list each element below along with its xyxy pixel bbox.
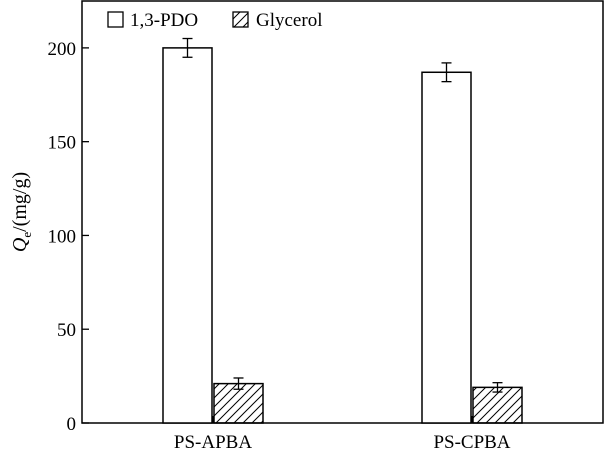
y-tick-label: 200 [48,39,77,60]
y-tick-label: 0 [67,414,77,435]
legend-label-2: Glycerol [256,10,322,31]
bar-pdo-ps-apba [162,47,213,424]
y-axis: 0 50 100 150 200 [48,39,89,435]
y-axis-label: Qe/(mg/g) [9,172,34,252]
y-axis-unit: /(mg/g) [9,172,31,232]
legend-swatch-1 [107,11,124,28]
bar-pdo-ps-cpba [421,71,472,424]
y-axis-subscript: e [19,232,34,238]
y-tick-label: 50 [57,320,76,341]
legend: 1,3-PDO Glycerol [107,10,322,31]
legend-label-1: 1,3-PDO [130,10,198,31]
category-label: PS-CPBA [433,432,510,453]
category-label: PS-APBA [174,432,252,453]
bar-glycerol-ps-cpba [472,386,523,424]
category-labels: PS-APBA PS-CPBA [174,416,511,453]
y-tick-label: 100 [48,226,77,247]
y-tick-label: 150 [48,133,77,154]
bar-layer [162,37,523,424]
bar-glycerol-ps-apba [213,382,264,424]
plot-frame [81,0,604,424]
y-axis-symbol: Q [9,237,31,252]
legend-swatch-2 [232,11,249,28]
